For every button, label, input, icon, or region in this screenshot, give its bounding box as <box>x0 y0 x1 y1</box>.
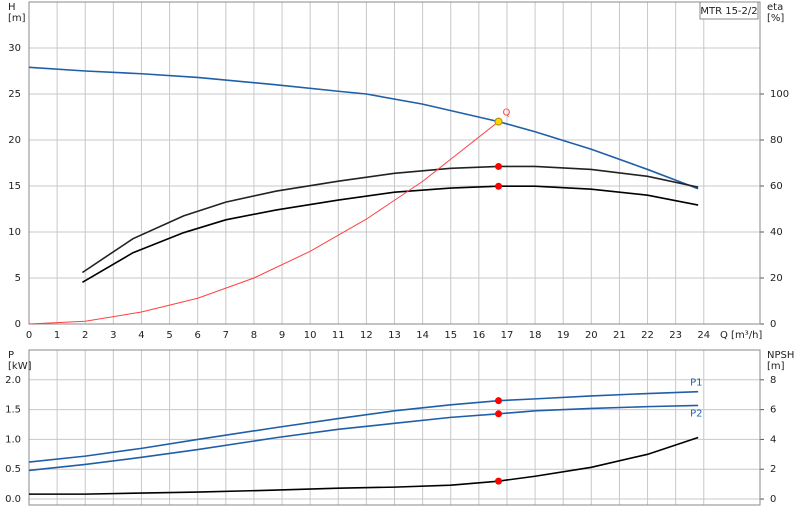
x-tick-label: 24 <box>697 330 710 341</box>
x-tick-label: 8 <box>251 330 257 341</box>
x-tick-label: 16 <box>472 330 485 341</box>
x-tick-label: 18 <box>529 330 542 341</box>
x-tick-label: 19 <box>557 330 570 341</box>
y-axis-label: H <box>8 2 16 13</box>
y2-tick-label: 0 <box>770 494 776 505</box>
series-label: P2 <box>690 408 702 419</box>
y-tick-label: 15 <box>8 181 21 192</box>
x-tick-label: 1 <box>54 330 60 341</box>
x-axis-label: Q [m³/h] <box>720 330 762 341</box>
series-label: Q <box>503 108 511 119</box>
y2-axis-label: eta <box>767 2 783 13</box>
y-tick-label: 25 <box>8 89 21 100</box>
curve <box>81 165 699 274</box>
y2-tick-label: 100 <box>770 89 789 100</box>
y-tick-label: 5 <box>15 273 21 284</box>
operating-point <box>495 162 503 170</box>
x-tick-label: 9 <box>279 330 285 341</box>
frame <box>28 1 761 325</box>
y2-tick-label: 80 <box>770 135 783 146</box>
y-tick-label: 0.5 <box>5 464 21 475</box>
y2-tick-label: 20 <box>770 273 783 284</box>
x-tick-label: 21 <box>613 330 626 341</box>
x-tick-label: 4 <box>138 330 144 341</box>
x-tick-label: 3 <box>110 330 116 341</box>
y-tick-label: 20 <box>8 135 21 146</box>
x-tick-label: 17 <box>501 330 514 341</box>
curve <box>28 66 699 190</box>
curve <box>82 185 699 284</box>
y-tick-label: 0 <box>15 319 21 330</box>
curve <box>28 390 699 463</box>
curve <box>28 404 699 472</box>
title-box <box>699 1 759 20</box>
y-tick-label: 2.0 <box>5 375 21 386</box>
series-label: P1 <box>690 378 702 389</box>
operating-point <box>494 117 503 126</box>
x-tick-label: 7 <box>223 330 229 341</box>
curve <box>29 436 699 495</box>
y2-tick-label: 0 <box>770 319 776 330</box>
y2-tick-label: 4 <box>770 434 776 445</box>
x-tick-label: 11 <box>332 330 345 341</box>
y-axis-label: P <box>8 350 14 361</box>
y-tick-label: 0.0 <box>5 494 21 505</box>
x-tick-label: 6 <box>195 330 201 341</box>
y2-tick-label: 2 <box>770 464 776 475</box>
operating-point <box>495 397 503 405</box>
y-tick-label: 30 <box>8 43 21 54</box>
chart-title: MTR 15-2/2 <box>700 6 757 17</box>
y-tick-label: 10 <box>8 227 21 238</box>
operating-point <box>495 182 503 190</box>
x-tick-label: 22 <box>641 330 654 341</box>
x-tick-label: 5 <box>166 330 172 341</box>
operating-point <box>495 477 503 485</box>
y2-tick-label: 60 <box>770 181 783 192</box>
y-tick-label: 1.0 <box>5 434 21 445</box>
y2-tick-label: 6 <box>770 405 776 416</box>
curve <box>28 121 499 325</box>
x-tick-label: 23 <box>669 330 682 341</box>
y2-axis-label: [%] <box>767 13 784 24</box>
x-tick-label: 0 <box>26 330 32 341</box>
x-tick-label: 15 <box>444 330 457 341</box>
y2-axis-label: [m] <box>767 361 785 372</box>
x-tick-label: 13 <box>388 330 401 341</box>
x-tick-label: 20 <box>585 330 598 341</box>
operating-point <box>495 410 503 418</box>
y2-tick-label: 8 <box>770 375 776 386</box>
x-tick-label: 2 <box>82 330 88 341</box>
y2-tick-label: 40 <box>770 227 783 238</box>
x-tick-label: 10 <box>304 330 317 341</box>
frame <box>28 349 761 506</box>
y2-axis-label: NPSH <box>767 350 794 361</box>
x-tick-label: 14 <box>416 330 429 341</box>
y-axis-label: [m] <box>8 13 26 24</box>
y-tick-label: 1.5 <box>5 405 21 416</box>
y-axis-label: [kW] <box>8 361 32 372</box>
x-tick-label: 12 <box>360 330 373 341</box>
